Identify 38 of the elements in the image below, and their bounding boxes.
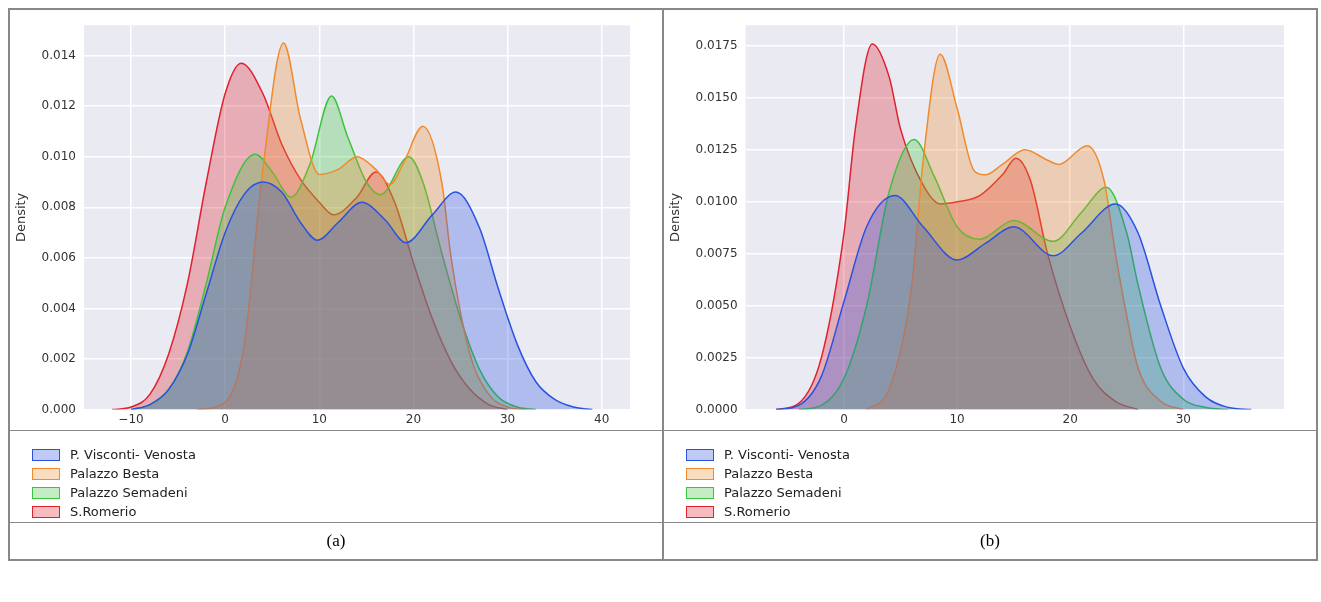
x-tick-label: 30: [1175, 411, 1191, 426]
x-tick-label: 0: [221, 411, 229, 426]
x-tick-label: 10: [949, 411, 965, 426]
y-tick-label: 0.004: [41, 300, 76, 315]
x-tick-label: 0: [840, 411, 848, 426]
text: (a): [326, 531, 346, 551]
legend-label: Palazzo Semadeni: [724, 485, 842, 500]
y-tick-label: 0.006: [41, 249, 76, 264]
y-tick-label: 0.0100: [695, 193, 738, 208]
y-tick-label: 0.000: [41, 401, 76, 416]
legend-label: S.Romerio: [70, 504, 137, 519]
y-tick-label: 0.0125: [695, 142, 738, 156]
text: (b): [980, 531, 1000, 551]
x-tick-label: 40: [594, 411, 610, 426]
legend-label: S.Romerio: [724, 504, 791, 519]
x-tick-label: 20: [1062, 411, 1078, 426]
legend-label: Palazzo Besta: [724, 466, 814, 481]
legend-label: Palazzo Besta: [70, 466, 160, 481]
x-tick-label: 10: [311, 411, 327, 426]
y-tick-label: 0.002: [41, 351, 76, 366]
x-tick-label: 20: [405, 411, 422, 426]
y-tick-label: 0.0025: [695, 349, 738, 364]
y-tick-label: 0.0150: [695, 90, 738, 105]
y-axis-title: Density: [13, 192, 29, 243]
y-tick-label: 0.0050: [695, 297, 738, 312]
y-tick-label: 0.008: [41, 199, 76, 214]
y-tick-label: 0.0000: [695, 401, 738, 416]
x-tick-label: −10: [118, 411, 144, 426]
y-tick-label: 0.0075: [695, 245, 738, 260]
legend-label: P. Visconti- Venosta: [724, 447, 850, 462]
y-axis-title: Density: [667, 192, 683, 243]
legend-label: P. Visconti- Venosta: [70, 447, 196, 462]
y-tick-label: 0.010: [41, 148, 76, 163]
y-tick-label: 0.012: [41, 98, 76, 113]
legend-label: Palazzo Semadeni: [70, 485, 188, 500]
x-tick-label: 30: [499, 411, 516, 426]
y-tick-label: 0.0175: [695, 38, 738, 53]
y-tick-label: 0.014: [41, 47, 76, 62]
